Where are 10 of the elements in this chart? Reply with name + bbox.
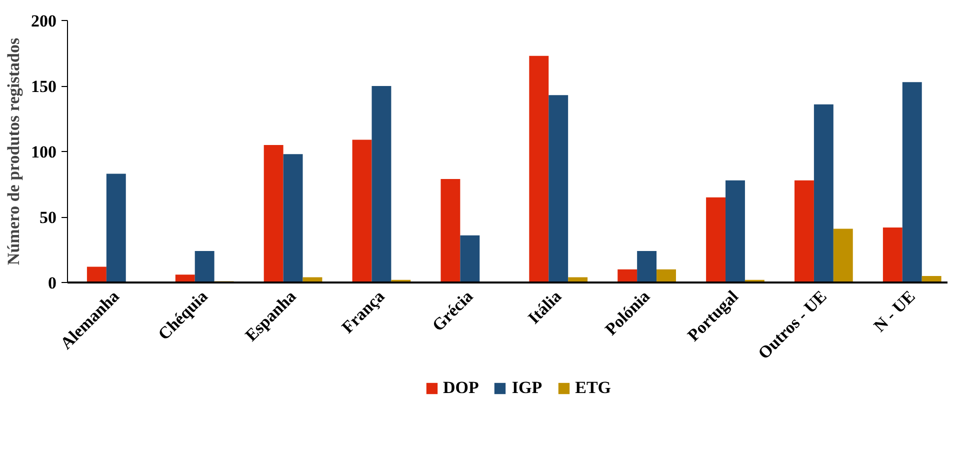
x-tick-label: N - UE <box>870 286 919 336</box>
y-axis-title: Número de produtos registados <box>4 38 23 266</box>
y-tick-label: 50 <box>40 208 56 227</box>
legend-label: ETG <box>575 378 612 398</box>
y-tick-label: 150 <box>31 77 56 96</box>
legend-label: DOP <box>442 378 479 398</box>
y-tick-label: 100 <box>31 142 56 162</box>
legend-label: IGP <box>512 378 542 398</box>
y-tick-label: 0 <box>48 274 56 292</box>
y-tick-label: 200 <box>31 12 56 30</box>
